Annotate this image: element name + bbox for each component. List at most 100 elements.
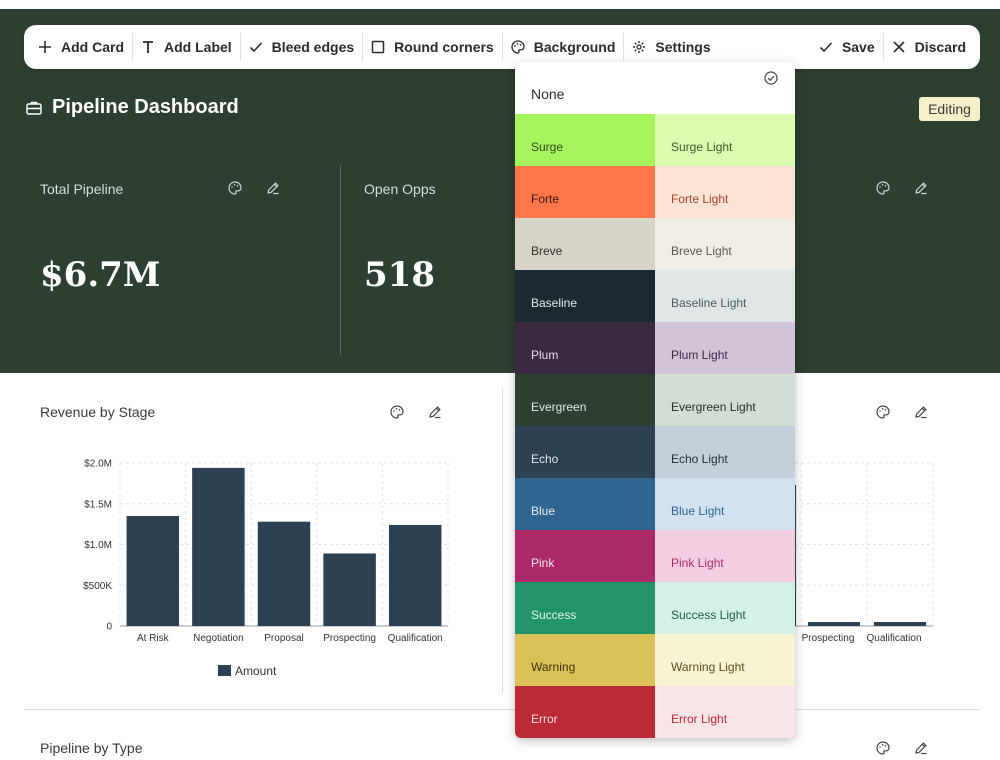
palette-icon[interactable]: [228, 181, 242, 195]
option-label: Warning Light: [671, 660, 745, 674]
kpi-card-open-opps[interactable]: Open Opps 518: [364, 165, 514, 355]
option-label: Blue: [531, 504, 556, 518]
background-option-pink-light[interactable]: Pink Light: [655, 530, 795, 582]
revenue-by-stage-chart: 0 $500K $1.0M $1.5M $2.0M At Risk Negotiation P…: [83, 459, 449, 678]
background-option-error-light[interactable]: Error Light: [655, 686, 795, 738]
second-bar-chart: Prospecting Qualification: [795, 462, 934, 644]
background-option-baseline-light[interactable]: Baseline Light: [655, 270, 795, 322]
x-tick-label: Prospecting: [802, 633, 855, 644]
background-option-breve[interactable]: Breve: [515, 218, 655, 270]
background-option-echo[interactable]: Echo: [515, 426, 655, 478]
bar[interactable]: [126, 515, 180, 626]
toolbar-divider: [362, 33, 364, 61]
option-label: Baseline: [531, 296, 578, 310]
legend-label: Amount: [235, 664, 277, 678]
option-label: None: [531, 86, 565, 102]
option-label: Success: [531, 608, 577, 622]
palette-icon: [511, 40, 525, 54]
background-option-evergreen[interactable]: Evergreen: [515, 374, 655, 426]
bleed-edges-label: Bleed edges: [271, 39, 355, 55]
section-divider: [24, 709, 980, 710]
palette-icon[interactable]: [876, 741, 890, 755]
edit-icon[interactable]: [914, 181, 928, 195]
kpi-card-total-pipeline[interactable]: Total Pipeline $6.7M: [40, 165, 290, 355]
round-corners-label: Round corners: [394, 39, 494, 55]
background-option-pink[interactable]: Pink: [515, 530, 655, 582]
card-divider: [340, 165, 341, 355]
background-option-success[interactable]: Success: [515, 582, 655, 634]
add-card-button[interactable]: Add Card: [30, 32, 132, 62]
option-label: Success Light: [671, 608, 746, 622]
save-button[interactable]: Save: [811, 32, 883, 62]
gear-icon: [633, 41, 646, 53]
edit-icon[interactable]: [914, 741, 928, 755]
kpi-label: Total Pipeline: [40, 181, 124, 197]
option-label: Breve: [531, 244, 563, 258]
background-option-breve-light[interactable]: Breve Light: [655, 218, 795, 270]
close-icon: [893, 41, 905, 53]
option-label: Echo: [531, 452, 559, 466]
kpi-value: $6.7M: [40, 255, 161, 295]
x-tick-label: Qualification: [388, 633, 443, 644]
option-label: Forte Light: [671, 192, 729, 206]
add-label-button[interactable]: Add Label: [133, 32, 240, 62]
x-tick-label: Prospecting: [323, 633, 376, 644]
bar[interactable]: [874, 622, 926, 626]
palette-icon[interactable]: [876, 405, 890, 419]
x-tick-label: Qualification: [866, 633, 921, 644]
bar[interactable]: [257, 521, 311, 626]
settings-button[interactable]: Settings: [624, 32, 718, 62]
background-option-none[interactable]: None: [515, 62, 795, 114]
briefcase-icon: [26, 101, 42, 115]
background-option-surge-light[interactable]: Surge Light: [655, 114, 795, 166]
background-option-forte-light[interactable]: Forte Light: [655, 166, 795, 218]
toolbar-divider: [239, 33, 241, 61]
page-title-text: Pipeline Dashboard: [52, 96, 239, 118]
background-option-baseline[interactable]: Baseline: [515, 270, 655, 322]
discard-button[interactable]: Discard: [884, 32, 974, 62]
round-corners-toggle[interactable]: Round corners: [363, 32, 502, 62]
checkbox-empty-icon: [371, 40, 385, 54]
card-title-pipeline-by-type: Pipeline by Type: [40, 740, 143, 756]
y-tick-label: $2.0M: [84, 459, 112, 470]
edit-icon[interactable]: [914, 405, 928, 419]
background-option-blue-light[interactable]: Blue Light: [655, 478, 795, 530]
bar[interactable]: [808, 622, 860, 626]
plus-icon: [39, 41, 51, 53]
background-option-forte[interactable]: Forte: [515, 166, 655, 218]
edit-icon[interactable]: [266, 181, 280, 195]
y-tick-label: $500K: [83, 581, 112, 592]
option-label: Breve Light: [671, 244, 732, 258]
bar[interactable]: [192, 467, 245, 626]
card-title-revenue-by-stage: Revenue by Stage: [40, 404, 156, 420]
text-icon: [143, 41, 153, 53]
card-divider: [502, 388, 503, 693]
top-edge: [0, 0, 1000, 9]
background-option-warning[interactable]: Warning: [515, 634, 655, 686]
background-option-evergreen-light[interactable]: Evergreen Light: [655, 374, 795, 426]
background-option-plum[interactable]: Plum: [515, 322, 655, 374]
background-option-plum-light[interactable]: Plum Light: [655, 322, 795, 374]
add-card-label: Add Card: [61, 39, 124, 55]
x-tick-label: At Risk: [137, 633, 170, 644]
option-label: Pink: [531, 556, 555, 570]
option-label: Warning: [531, 660, 576, 674]
toolbar-divider: [501, 33, 503, 61]
option-label: Echo Light: [671, 452, 728, 466]
save-label: Save: [841, 39, 875, 55]
palette-icon[interactable]: [876, 181, 890, 195]
option-label: Surge Light: [671, 140, 733, 154]
background-option-error[interactable]: Error: [515, 686, 655, 738]
background-option-blue[interactable]: Blue: [515, 478, 655, 530]
bleed-edges-toggle[interactable]: Bleed edges: [241, 32, 362, 62]
x-tick-label: Negotiation: [193, 633, 244, 644]
background-option-success-light[interactable]: Success Light: [655, 582, 795, 634]
background-option-echo-light[interactable]: Echo Light: [655, 426, 795, 478]
background-option-surge[interactable]: Surge: [515, 114, 655, 166]
palette-icon[interactable]: [390, 405, 404, 419]
edit-icon[interactable]: [428, 405, 442, 419]
background-button[interactable]: Background: [503, 32, 624, 62]
bar[interactable]: [323, 553, 376, 626]
bar[interactable]: [388, 524, 442, 626]
background-option-warning-light[interactable]: Warning Light: [655, 634, 795, 686]
